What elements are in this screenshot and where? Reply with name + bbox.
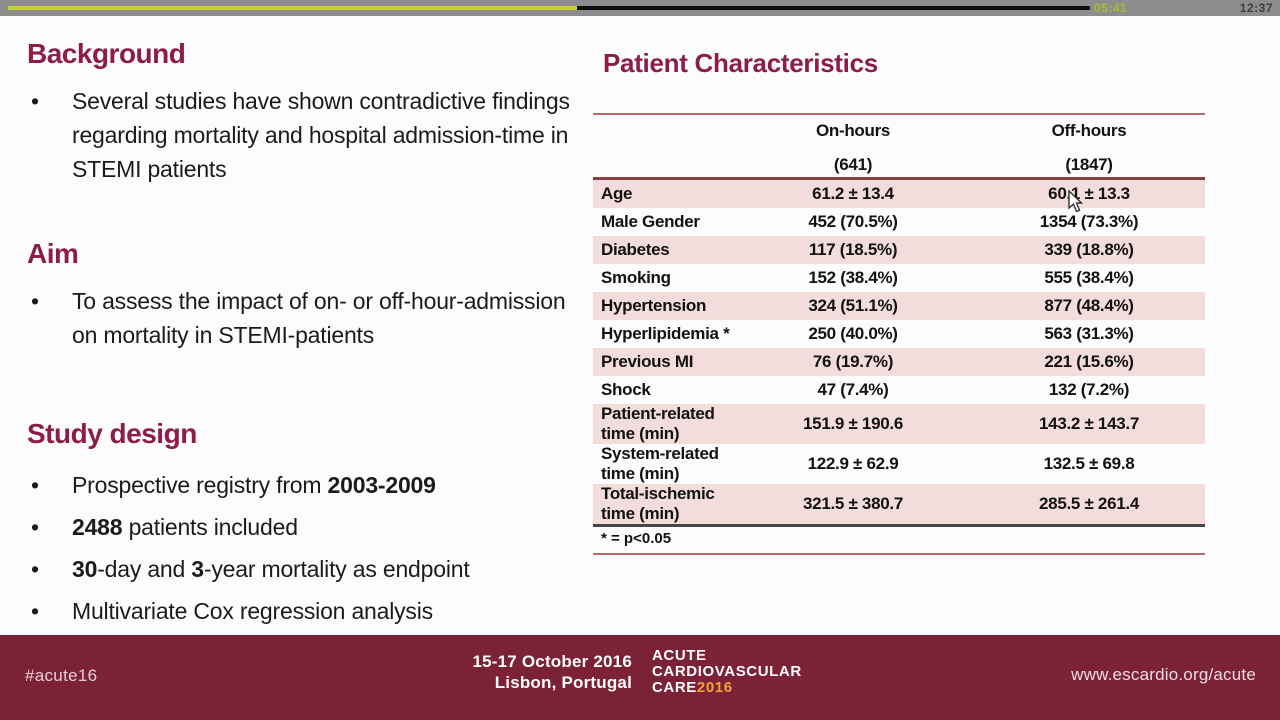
section-bullets: Several studies have shown contradictive… [27,84,572,186]
table-header-spacer [593,121,733,171]
video-progress-played [8,6,578,10]
mouse-cursor-icon [1068,190,1084,213]
table-cell: 76 (19.7%) [812,352,894,371]
event-website: www.escardio.org/acute [1071,665,1256,684]
table-cell: 132 (7.2%) [1048,380,1130,399]
logo-line3: CARE2016 [652,679,733,696]
table-cell: Hyperlipidemia * [601,324,730,343]
table-cell: 61.2 ± 13.4 [812,184,894,203]
section-title: Aim [27,238,79,269]
table-row: Age 61.2 ± 13.4 60.1 ± 13.3 [593,180,1205,208]
table-cell: 151.9 ± 190.6 [803,414,903,433]
event-date: 15-17 October 2016 [472,652,632,671]
table-cell: 47 (7.4%) [817,380,889,399]
table-row: Smoking 152 (38.4%) 555 (38.4%) [593,264,1205,292]
table-cell: 324 (51.1%) [808,296,898,315]
section-bullets: To assess the impact of on- or off-hour-… [27,284,572,352]
table-row: Total-ischemic time (min) 321.5 ± 380.7 28… [593,484,1205,524]
table-cell: 555 (38.4%) [1044,268,1134,287]
bullet-item: Multivariate Cox regression analysis [27,594,572,628]
bullet-item: 30-day and 3-year mortality as endpoint [27,552,572,586]
table-body: Age 61.2 ± 13.4 60.1 ± 13.3 Male Gender 452 … [593,180,1205,524]
table-cell: Shock [601,380,651,399]
slide-footer: #acute16 15-17 October 2016 Lisbon, Port… [0,635,1280,720]
table-cell: 339 (18.8%) [1044,240,1134,259]
event-hashtag: #acute16 [25,666,98,685]
table-row: System-related time (min) 122.9 ± 62.9 132… [593,444,1205,484]
table-row: Diabetes 117 (18.5%) 339 (18.8%) [593,236,1205,264]
table-cell: System-related time (min) [601,444,719,483]
logo-line1: ACUTE [652,647,707,664]
table-cell: Smoking [601,268,671,287]
table-cell: 1354 (73.3%) [1039,212,1139,231]
section-title: Study design [27,418,197,449]
table-row: Previous MI 76 (19.7%) 221 (15.6%) [593,348,1205,376]
table-cell: 285.5 ± 261.4 [1039,494,1139,513]
table-cell: 321.5 ± 380.7 [803,494,903,513]
video-elapsed-time: 05:41 [1094,1,1128,15]
table-cell: Male Gender [601,212,700,231]
table-cell: Hypertension [601,296,707,315]
video-duration: 12:37 [1239,1,1273,15]
section-study-design: Study design Prospective registry from 20… [27,418,572,636]
table-cell: 221 (15.6%) [1044,352,1134,371]
table-cell: 563 (31.3%) [1044,324,1134,343]
table-header-on-hours: On-hours (641) [815,121,891,174]
table-cell: Age [601,184,633,203]
table-cell: 132.5 ± 69.8 [1043,454,1135,473]
table-cell: 122.9 ± 62.9 [807,454,899,473]
bullet-item: 2488 patients included [27,510,572,544]
table-footnote-row: * = p<0.05 [593,524,1205,555]
table-cell: 60.1 ± 13.3 [1048,184,1130,203]
table-cell: Diabetes [601,240,670,259]
table-cell: Previous MI [601,352,694,371]
event-location: Lisbon, Portugal [494,673,632,692]
bullet-item: Several studies have shown contradictive… [27,84,572,186]
section-bullets: Prospective registry from 2003-2009 2488 … [27,468,572,628]
table-cell: Patient-related time (min) [601,404,715,443]
video-player-bar: 05:41 12:37 [0,0,1280,16]
table-footnote: * = p<0.05 [601,530,672,547]
patient-characteristics-table: On-hours (641) Off-hours (1847) Age 61.2 … [593,113,1205,555]
section-title: Background [27,38,186,69]
table-header-off-hours: Off-hours (1847) [1051,121,1127,174]
table-row: Hypertension 324 (51.1%) 877 (48.4%) [593,292,1205,320]
table-cell: Total-ischemic time (min) [601,484,715,523]
table-cell: 877 (48.4%) [1044,296,1134,315]
table-cell: 250 (40.0%) [808,324,898,343]
table-cell: 117 (18.5%) [808,240,898,259]
table-row: Patient-related time (min) 151.9 ± 190.6 1… [593,404,1205,444]
video-progress-bar[interactable] [8,6,1090,10]
logo-year: 2016 [696,679,733,696]
logo-line2: CARDIOVASCULAR [652,663,802,680]
table-title: Patient Characteristics [603,48,878,78]
table-cell: 143.2 ± 143.7 [1039,414,1139,433]
table-row: Hyperlipidemia * 250 (40.0%) 563 (31.3%) [593,320,1205,348]
table-cell: 152 (38.4%) [808,268,898,287]
table-cell: 452 (70.5%) [808,212,898,231]
table-row: Male Gender 452 (70.5%) 1354 (73.3%) [593,208,1205,236]
slide-content: Background Several studies have shown con… [0,16,1280,635]
table-header-row: On-hours (641) Off-hours (1847) [593,115,1205,180]
bullet-item: Prospective registry from 2003-2009 [27,468,572,502]
section-aim: Aim To assess the impact of on- or off-ho… [27,238,572,352]
bullet-item: To assess the impact of on- or off-hour-… [27,284,572,352]
table-row: Shock 47 (7.4%) 132 (7.2%) [593,376,1205,404]
event-date-location: 15-17 October 2016 Lisbon, Portugal [472,651,632,693]
acute-cardiovascular-care-logo: ACUTE CARDIOVASCULAR CARE2016 [652,648,802,696]
section-background: Background Several studies have shown con… [27,38,572,186]
